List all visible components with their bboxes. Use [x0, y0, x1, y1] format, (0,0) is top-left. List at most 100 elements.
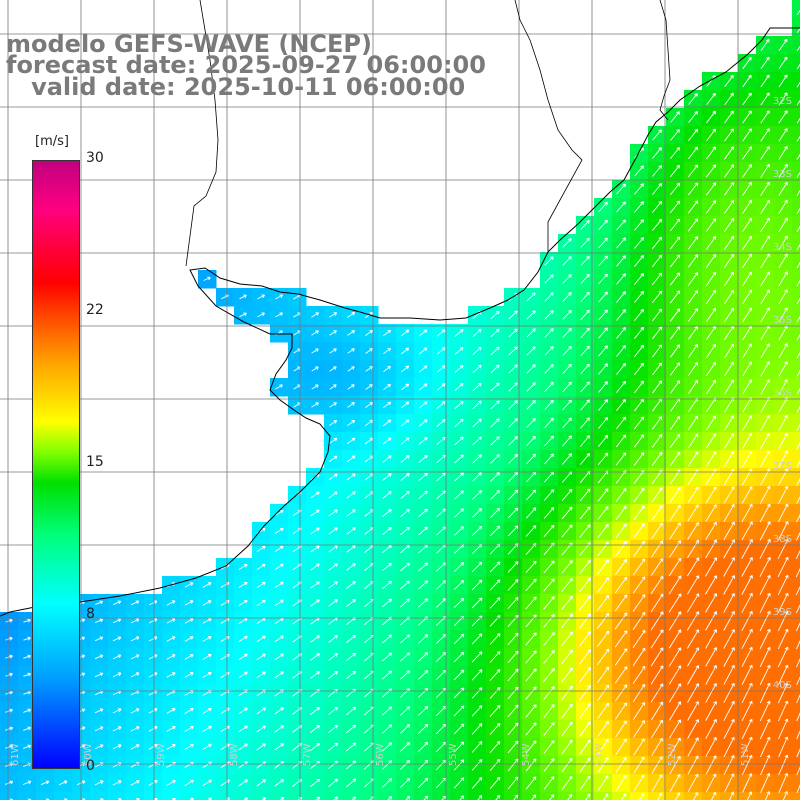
wind-arrow — [328, 581, 338, 589]
wind-arrow — [400, 634, 411, 644]
wind-arrow — [453, 687, 465, 699]
wind-arrow — [795, 622, 800, 632]
model-title: modelo GEFS-WAVE (NCEP) — [6, 30, 372, 58]
lat-label: 38S — [773, 534, 792, 545]
wind-arrow — [543, 776, 555, 790]
wind-arrow — [562, 274, 572, 284]
wind-arrow — [705, 504, 717, 522]
wind-arrow — [310, 778, 321, 788]
wind-arrow — [562, 327, 572, 339]
wind-cell — [792, 108, 800, 127]
wind-arrow — [597, 523, 609, 539]
wind-arrow — [668, 575, 682, 595]
wind-arrow — [112, 636, 122, 642]
wind-arrow — [399, 759, 411, 770]
wind-arrow — [508, 418, 518, 428]
wind-arrow — [454, 418, 464, 428]
wind-arrow — [525, 560, 537, 574]
wind-arrow — [365, 329, 374, 336]
wind-cell — [792, 792, 800, 800]
wind-arrow — [705, 647, 717, 667]
wind-arrow — [616, 327, 626, 339]
wind-arrow — [723, 217, 735, 232]
wind-arrow — [741, 592, 753, 613]
wind-arrow — [238, 671, 248, 679]
wind-cell — [342, 792, 361, 800]
wind-arrow — [596, 594, 610, 611]
wind-arrow — [615, 541, 627, 557]
wind-arrow — [310, 653, 320, 661]
wind-arrow — [652, 147, 662, 159]
wind-arrow — [724, 164, 735, 178]
wind-arrow — [436, 383, 446, 391]
wind-cell — [792, 270, 800, 289]
wind-arrow — [513, 794, 519, 800]
wind-arrow — [274, 563, 284, 571]
wind-arrow — [669, 451, 681, 467]
wind-arrow — [759, 485, 771, 504]
wind-arrow — [148, 780, 158, 786]
wind-arrow — [166, 618, 176, 624]
wind-arrow — [489, 776, 501, 789]
wind-arrow — [598, 399, 609, 411]
wind-arrow — [795, 604, 800, 614]
wind-arrow — [706, 307, 717, 322]
wind-arrow — [778, 343, 788, 359]
wind-arrow — [508, 400, 518, 410]
wind-arrow — [669, 755, 681, 775]
wind-arrow — [650, 593, 664, 613]
wind-arrow — [328, 509, 338, 517]
wind-arrow — [598, 237, 608, 249]
wind-arrow — [274, 779, 285, 787]
wind-arrow — [400, 472, 410, 481]
wind-arrow — [760, 235, 770, 251]
wind-arrow — [669, 200, 681, 214]
wind-arrow — [508, 382, 518, 392]
lat-label: 33S — [773, 169, 792, 180]
wind-arrow — [543, 667, 555, 682]
wind-arrow — [650, 575, 664, 594]
wind-arrow — [95, 618, 104, 624]
lat-label: 32S — [773, 96, 792, 107]
wind-arrow — [706, 379, 717, 395]
wind-arrow — [742, 253, 753, 269]
wind-arrow — [383, 365, 391, 372]
wind-arrow — [417, 598, 429, 608]
wind-arrow — [652, 308, 663, 322]
wind-arrow — [274, 509, 284, 516]
wind-arrow — [616, 291, 626, 303]
wind-arrow — [454, 472, 464, 482]
wind-arrow — [669, 504, 681, 522]
border-line — [659, 0, 671, 121]
wind-arrow — [615, 756, 627, 774]
wind-arrow — [669, 701, 682, 721]
wind-arrow — [526, 328, 536, 338]
wind-arrow — [597, 702, 609, 720]
wind-arrow — [310, 581, 320, 589]
forecast-date: forecast date: 2025-09-27 06:00:00 — [6, 51, 486, 79]
wind-arrow — [471, 669, 483, 681]
wind-arrow — [597, 452, 609, 466]
wind-arrow — [634, 290, 645, 303]
wind-arrow — [796, 459, 800, 468]
wind-arrow — [543, 614, 555, 628]
wind-arrow — [238, 635, 248, 643]
wind-arrow — [365, 366, 373, 372]
wind-arrow — [202, 618, 212, 624]
wind-arrow — [615, 702, 628, 720]
wind-arrow — [400, 455, 410, 463]
wind-arrow — [705, 451, 717, 467]
wind-arrow — [759, 556, 771, 577]
wind-arrow — [329, 384, 337, 390]
wind-arrow — [741, 718, 753, 739]
wind-arrow — [778, 450, 788, 468]
wind-arrow — [759, 610, 771, 632]
wind-arrow — [796, 351, 800, 359]
wind-arrow — [525, 722, 537, 736]
wind-arrow — [454, 329, 464, 337]
wind-arrow — [580, 273, 590, 285]
wind-arrow — [760, 772, 771, 793]
wind-cell — [792, 252, 800, 271]
wind-arrow — [184, 600, 194, 606]
